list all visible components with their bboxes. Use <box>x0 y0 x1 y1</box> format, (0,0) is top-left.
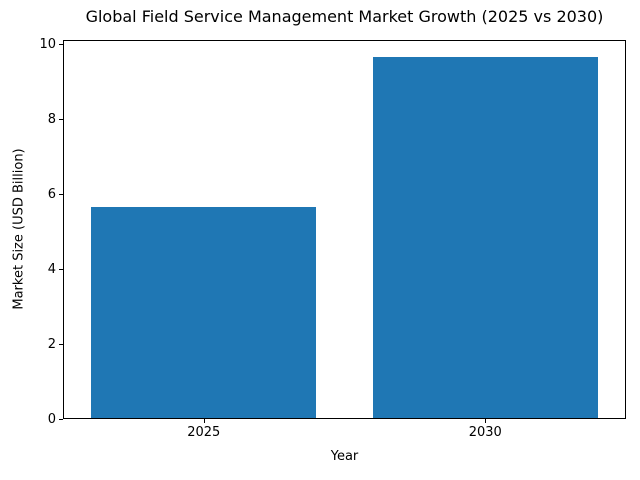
y-tick-mark <box>59 343 63 345</box>
y-tick-label: 2 <box>47 336 56 352</box>
y-tick-label: 4 <box>47 261 56 277</box>
y-axis-label: Market Size (USD Billion) <box>11 148 27 310</box>
x-axis-label: Year <box>330 449 359 464</box>
plot-area <box>63 40 626 419</box>
chart-title: Global Field Service Management Market G… <box>85 7 604 26</box>
y-tick-mark <box>59 418 63 420</box>
bar-2025 <box>91 206 317 418</box>
y-tick-label: 8 <box>47 111 56 127</box>
y-tick-mark <box>59 193 63 195</box>
x-tick-mark <box>203 419 205 423</box>
x-tick-label: 2025 <box>187 425 221 440</box>
y-tick-mark <box>59 268 63 270</box>
y-tick-mark <box>59 43 63 45</box>
y-tick-mark <box>59 118 63 120</box>
x-tick-label: 2030 <box>468 425 502 440</box>
y-tick-label: 6 <box>47 186 56 202</box>
y-tick-label: 10 <box>39 36 56 52</box>
x-tick-mark <box>485 419 487 423</box>
y-tick-label: 0 <box>47 411 56 427</box>
bar-2030 <box>372 57 598 418</box>
